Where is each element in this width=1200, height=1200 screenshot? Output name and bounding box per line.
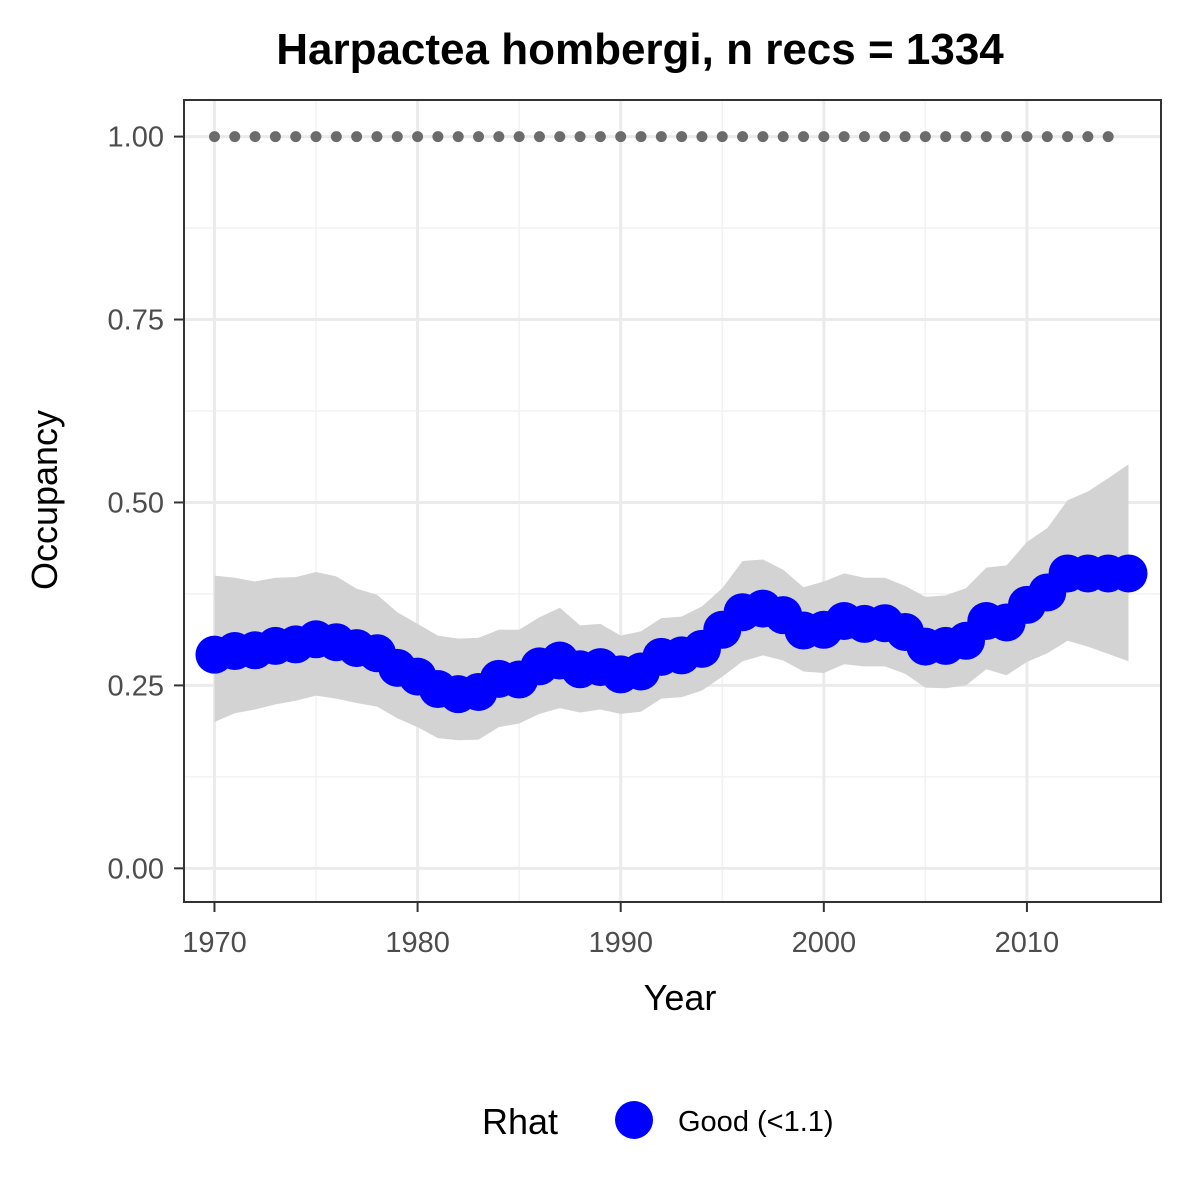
- legend: Rhat Good (<1.1): [482, 1101, 834, 1142]
- reference-point: [940, 131, 952, 143]
- reference-point: [473, 131, 485, 143]
- x-tick-label: 1990: [588, 927, 653, 959]
- y-axis: 0.00 0.25 0.50 0.75 1.00: [108, 122, 184, 885]
- y-tick-label: 0.00: [108, 853, 164, 885]
- reference-point: [858, 131, 870, 143]
- confidence-ribbon: [214, 464, 1129, 741]
- reference-point: [594, 131, 606, 143]
- reference-point: [371, 131, 383, 143]
- legend-label: Good (<1.1): [678, 1106, 834, 1138]
- y-tick-label: 0.25: [108, 670, 164, 702]
- legend-title: Rhat: [482, 1101, 558, 1142]
- y-tick-label: 0.75: [108, 305, 164, 337]
- reference-point: [960, 131, 972, 143]
- reference-point: [1082, 131, 1094, 143]
- chart-title: Harpactea hombergi, n recs = 1334: [276, 25, 1004, 74]
- reference-point: [798, 131, 810, 143]
- reference-point: [351, 131, 363, 143]
- reference-point: [757, 131, 769, 143]
- x-tick-label: 2000: [792, 927, 857, 959]
- reference-point: [229, 131, 241, 143]
- reference-point: [838, 131, 850, 143]
- x-tick-label: 1970: [182, 927, 247, 959]
- reference-point: [554, 131, 566, 143]
- y-tick-label: 1.00: [108, 122, 164, 154]
- reference-point: [412, 131, 424, 143]
- reference-point: [533, 131, 545, 143]
- reference-point: [1021, 131, 1033, 143]
- reference-point: [737, 131, 749, 143]
- reference-point: [574, 131, 586, 143]
- reference-point: [513, 131, 525, 143]
- reference-point: [310, 131, 322, 143]
- reference-point: [493, 131, 505, 143]
- reference-point: [919, 131, 931, 143]
- x-tick-label: 1980: [385, 927, 450, 959]
- reference-point: [452, 131, 464, 143]
- reference-point: [432, 131, 444, 143]
- y-tick-label: 0.50: [108, 487, 164, 519]
- reference-dots-layer: [208, 131, 1114, 143]
- reference-point: [391, 131, 403, 143]
- reference-point: [777, 131, 789, 143]
- grid-major: [184, 100, 1161, 902]
- y-axis-title: Occupancy: [24, 410, 65, 590]
- panel-border: [183, 99, 1162, 903]
- x-axis-title: Year: [644, 977, 717, 1018]
- occupancy-point: [1109, 554, 1148, 593]
- reference-point: [290, 131, 302, 143]
- reference-point: [1041, 131, 1053, 143]
- reference-point: [208, 131, 220, 143]
- confidence-ribbon-layer: [214, 464, 1129, 741]
- reference-point: [1062, 131, 1074, 143]
- reference-point: [716, 131, 728, 143]
- reference-point: [899, 131, 911, 143]
- reference-point: [1102, 131, 1114, 143]
- reference-point: [269, 131, 281, 143]
- reference-point: [655, 131, 667, 143]
- reference-point: [635, 131, 647, 143]
- reference-point: [818, 131, 830, 143]
- x-axis: 1970 1980 1990 2000 2010: [182, 902, 1059, 959]
- x-tick-label: 2010: [995, 927, 1060, 959]
- occupancy-points-layer: [195, 554, 1148, 714]
- reference-point: [879, 131, 891, 143]
- reference-point: [696, 131, 708, 143]
- reference-point: [676, 131, 688, 143]
- reference-point: [615, 131, 627, 143]
- legend-marker: [615, 1101, 653, 1139]
- reference-point: [249, 131, 261, 143]
- reference-point: [980, 131, 992, 143]
- reference-point: [330, 131, 342, 143]
- reference-point: [1001, 131, 1013, 143]
